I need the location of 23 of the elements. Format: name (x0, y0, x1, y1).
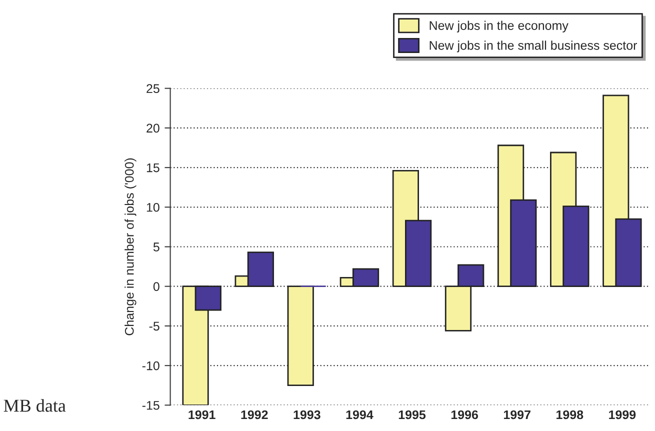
x-tick-label: 1995 (398, 410, 426, 420)
legend-label: New jobs in the economy (430, 20, 568, 32)
x-tick-label: 1992 (241, 410, 268, 420)
y-tick-label: -15 (142, 401, 160, 410)
y-tick-label: 20 (146, 124, 160, 133)
x-tick-label: 1999 (609, 410, 636, 420)
y-tick-label: -5 (149, 322, 160, 331)
y-tick-label: 10 (146, 202, 160, 212)
y-tick-label: 5 (153, 242, 160, 252)
x-tick-label: 1998 (556, 410, 584, 420)
x-tick-label: 1994 (346, 410, 374, 420)
x-tick-label: 1991 (188, 410, 216, 420)
x-tick-label: 1997 (504, 410, 530, 420)
y-tick-label: 25 (146, 84, 160, 94)
text: MB data (4, 399, 66, 412)
y-axis-title: Change in number of jobs ('000) (124, 158, 136, 336)
legend-label: New jobs in the small business sector (430, 40, 638, 52)
x-tick-label: 1993 (294, 410, 320, 420)
x-tick-label: 1996 (451, 410, 478, 420)
bar (287, 286, 314, 386)
y-tick-label: 0 (153, 282, 160, 291)
y-tick-label: -10 (142, 361, 160, 370)
y-tick-label: 15 (146, 163, 160, 172)
